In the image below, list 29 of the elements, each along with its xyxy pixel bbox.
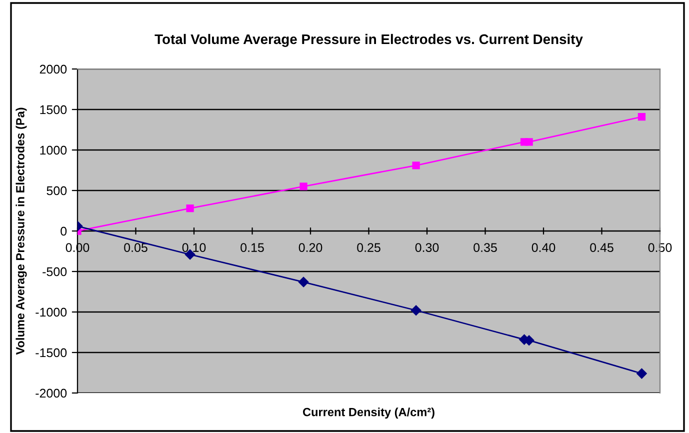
y-tick-label: -1500 <box>36 348 67 358</box>
point <box>300 182 308 190</box>
point <box>636 368 647 379</box>
y-tick-label: 1500 <box>40 105 67 114</box>
y-tick-label: -2000 <box>36 388 67 398</box>
x-tick-label: 0.40 <box>532 243 556 252</box>
x-tick-label: 0.45 <box>590 243 614 252</box>
y-tick-label: 500 <box>46 186 67 196</box>
point <box>412 162 420 170</box>
x-tick-label: 0.25 <box>357 243 380 252</box>
y-tick-label: -1000 <box>36 308 67 317</box>
x-tick-label: 0.10 <box>182 243 206 252</box>
y-tick-label: 0 <box>60 226 67 236</box>
y-tick-label: 1000 <box>40 146 67 155</box>
chart-title: Total Volume Average Pressure in Electrodes vs. Current Density <box>154 34 583 47</box>
y-tick-label: 2000 <box>40 64 67 74</box>
point <box>410 305 422 316</box>
x-tick-label: 0.20 <box>298 243 322 252</box>
x-tick-label: 0.05 <box>124 243 148 252</box>
x-tick-label: 0.15 <box>240 243 264 252</box>
point <box>186 204 194 212</box>
point <box>298 276 309 288</box>
x-tick-label: 0.30 <box>415 243 439 252</box>
y-tick-label: -500 <box>42 267 67 276</box>
x-tick-label: 0.35 <box>474 243 497 252</box>
y-axis-title: Volume Average Pressure in Electrodes (Pa) <box>16 108 27 355</box>
point <box>525 138 533 146</box>
x-axis-title: Current Density (A/cm²) <box>302 408 434 419</box>
point <box>638 112 646 121</box>
